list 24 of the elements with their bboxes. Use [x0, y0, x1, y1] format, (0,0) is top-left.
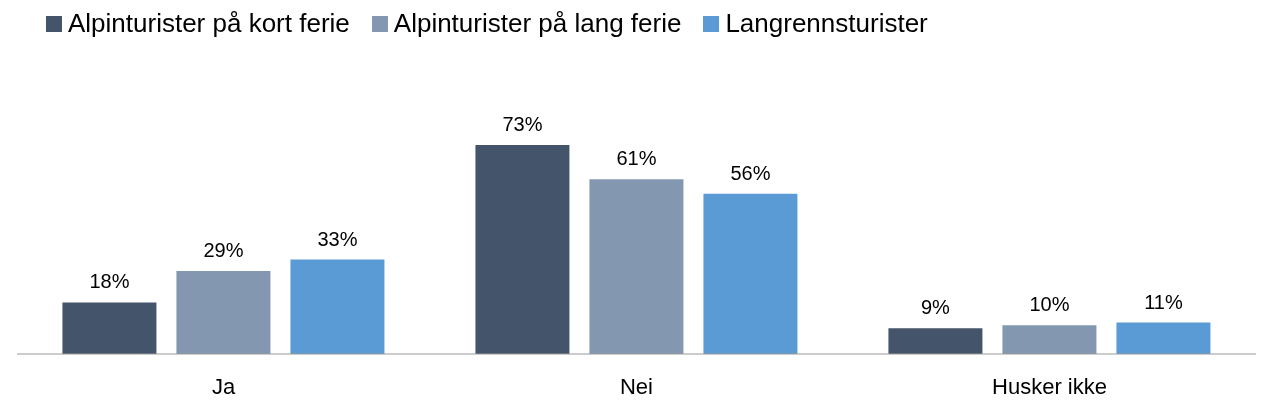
legend-label: Alpinturister på lang ferie: [393, 8, 682, 39]
data-label: 9%: [920, 296, 951, 319]
bar: [589, 179, 684, 354]
bar: [1002, 325, 1097, 354]
data-label: 11%: [1144, 290, 1183, 313]
x-tick-label: Nei: [619, 373, 654, 399]
data-label: 61%: [616, 147, 657, 170]
bar: [1116, 322, 1211, 354]
legend-label: Alpinturister på kort ferie: [68, 8, 350, 39]
data-label: 56%: [730, 161, 771, 184]
x-tick-label: Husker ikke: [992, 373, 1107, 399]
bar: [888, 328, 983, 354]
bar: [290, 259, 385, 354]
data-label: 18%: [89, 270, 130, 293]
data-label: 33%: [317, 227, 358, 250]
bar: [475, 145, 570, 354]
data-label: 10%: [1029, 293, 1070, 316]
bar: [176, 270, 271, 354]
bar: [703, 193, 798, 354]
legend-label: Langrennsturister: [725, 8, 928, 39]
data-label: 29%: [203, 238, 244, 261]
x-tick-label: Ja: [211, 373, 236, 399]
bar: [62, 302, 157, 354]
data-label: 73%: [502, 113, 543, 135]
